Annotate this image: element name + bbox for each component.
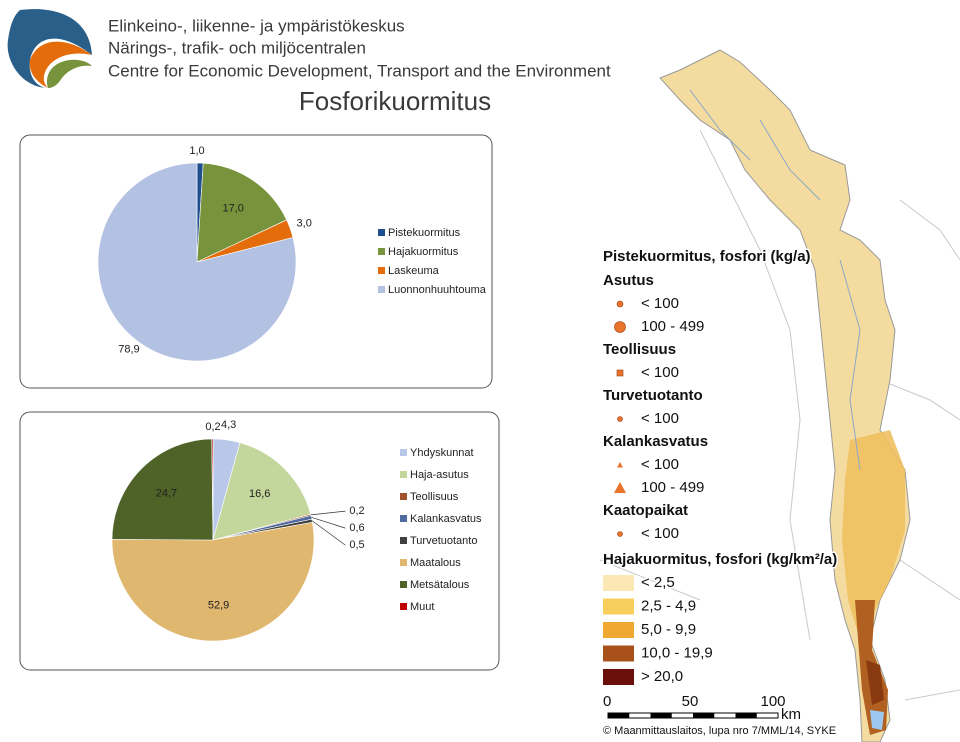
- legend-symbol: [617, 416, 623, 422]
- legend-swatch: [603, 622, 634, 638]
- scale-label: 100: [760, 693, 785, 710]
- org-name-fi: Elinkeino-, liikenne- ja ympäristökeskus: [108, 16, 405, 35]
- org-name-sv: Närings-, trafik- och miljöcentralen: [108, 38, 366, 57]
- org-name-en: Centre for Economic Development, Transpo…: [108, 61, 611, 80]
- legend-label: Metsätalous: [410, 579, 470, 591]
- legend-label: 100 - 499: [641, 479, 704, 496]
- legend-label: 2,5 - 4,9: [641, 597, 696, 614]
- legend-label: Hajakuormitus: [388, 246, 459, 258]
- leader-line: [311, 520, 346, 546]
- legend-swatch: [400, 493, 407, 500]
- legend-label: Luonnonhuuhtouma: [388, 284, 487, 296]
- data-label: 78,9: [118, 343, 139, 355]
- data-label: 3,0: [297, 217, 312, 229]
- logo: [7, 9, 93, 88]
- legend-swatch: [378, 267, 385, 274]
- legend-label: < 100: [641, 410, 679, 427]
- pie-slice: [212, 442, 312, 541]
- legend-label: Haja-asutus: [410, 469, 469, 481]
- legend-label: 10,0 - 19,9: [641, 644, 713, 661]
- pie-slice: [97, 162, 297, 362]
- data-label: 4,3: [221, 419, 236, 431]
- legend-label: Pistekuormitus: [388, 227, 461, 239]
- legend-symbol: [617, 531, 623, 537]
- credit: © Maanmittauslaitos, lupa nro 7/MML/14, …: [603, 725, 836, 737]
- scale-bar: [735, 713, 757, 718]
- legend-symbol: [614, 482, 626, 493]
- data-label: 16,6: [249, 488, 270, 500]
- legend-label: 100 - 499: [641, 318, 704, 335]
- legend-symbol: [616, 369, 624, 377]
- legend-label: < 2,5: [641, 574, 675, 591]
- page-title: Fosforikuormitus: [299, 86, 491, 116]
- legend-label: Muut: [410, 601, 434, 613]
- legend-label: Laskeuma: [388, 265, 440, 277]
- legend-swatch: [400, 449, 407, 456]
- legend-label: Yhdyskunnat: [410, 447, 474, 459]
- legend-swatch: [603, 669, 634, 685]
- scale-bar: [608, 713, 630, 718]
- legend-swatch: [400, 515, 407, 522]
- legend-title: Pistekuormitus, fosfori (kg/a): [603, 248, 811, 265]
- legend-label: > 20,0: [641, 668, 683, 685]
- scale-label: 0: [603, 693, 611, 710]
- map: [599, 49, 960, 742]
- legend-swatch: [378, 286, 385, 293]
- legend-swatch: [400, 537, 407, 544]
- legend-label: Teollisuus: [410, 491, 459, 503]
- legend-swatch: [603, 575, 634, 591]
- legend-label: < 100: [641, 364, 679, 381]
- legend-group: Kalankasvatus: [603, 433, 708, 450]
- scale-label: 50: [682, 693, 699, 710]
- data-label: 0,5: [349, 539, 364, 551]
- leader-line: [310, 510, 346, 516]
- legend-label: Kalankasvatus: [410, 513, 482, 525]
- legend-swatch: [603, 598, 634, 615]
- legend-group: Asutus: [603, 272, 654, 289]
- scale-unit: km: [781, 706, 801, 723]
- pie-slice: [211, 438, 214, 541]
- leader-line: [311, 517, 346, 529]
- legend-swatch: [400, 603, 407, 610]
- legend-group: Turvetuotanto: [603, 387, 703, 404]
- legend-group: Teollisuus: [603, 341, 676, 358]
- legend-symbol: [617, 462, 623, 468]
- legend-symbol: [616, 300, 624, 308]
- legend-label: Maatalous: [410, 557, 461, 569]
- legend-label: < 100: [641, 456, 679, 473]
- data-label: 0,2: [349, 505, 364, 517]
- legend-swatch: [400, 581, 407, 588]
- legend-group: Kaatopaikat: [603, 502, 688, 519]
- legend-label: Turvetuotanto: [410, 535, 477, 547]
- data-label: 0,6: [349, 522, 364, 534]
- pie-slice: [111, 521, 315, 642]
- legend-swatch: [400, 559, 407, 566]
- legend-title: Hajakuormitus, fosfori (kg/km²/a): [603, 551, 837, 568]
- scale-bar: [650, 713, 672, 718]
- legend-swatch: [400, 471, 407, 478]
- legend-label: < 100: [641, 295, 679, 312]
- data-label: 52,9: [208, 599, 229, 611]
- legend-label: 5,0 - 9,9: [641, 621, 696, 638]
- data-label: 17,0: [222, 203, 243, 215]
- pie-slice: [196, 162, 288, 263]
- pie-slice: [111, 438, 214, 541]
- legend-label: < 100: [641, 525, 679, 542]
- scale-bar: [693, 713, 715, 718]
- legend-swatch: [378, 248, 385, 255]
- data-label: 1,0: [189, 145, 204, 157]
- legend-swatch: [603, 645, 634, 662]
- data-label: 0,2: [205, 421, 220, 433]
- data-label: 24,7: [156, 488, 177, 500]
- legend-swatch: [378, 229, 385, 236]
- legend-symbol: [614, 321, 626, 333]
